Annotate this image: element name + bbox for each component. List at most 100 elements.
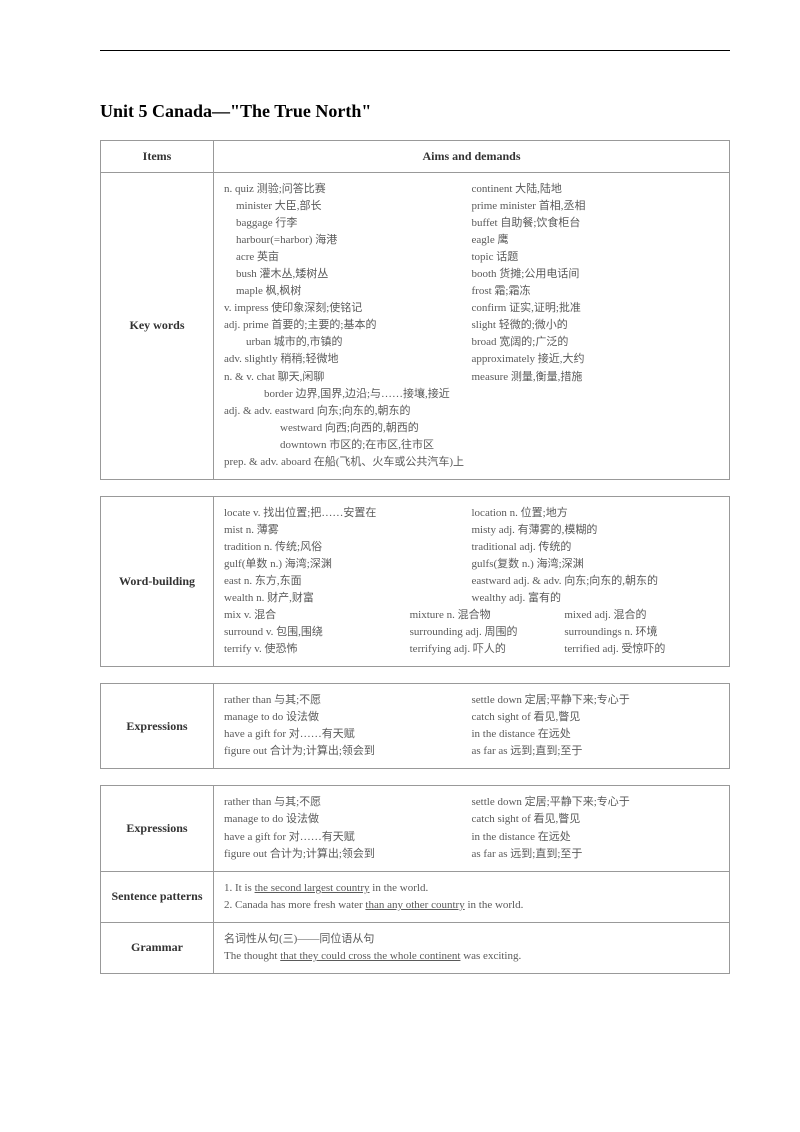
header-items: Items — [101, 141, 214, 173]
sentence-2: 2. Canada has more fresh water than any … — [224, 897, 719, 914]
header-aims: Aims and demands — [214, 141, 730, 173]
exp-line: in the distance 在远处 — [472, 726, 720, 743]
label-sentence-patterns: Sentence patterns — [101, 871, 214, 922]
word-building-table: Word-building locate v. 找出位置;把……安置在locat… — [100, 496, 730, 667]
kw-line: prep. & adv. aboard 在船(飞机、火车或公共汽车)上 — [224, 454, 719, 471]
wb-line: locate v. 找出位置;把……安置在 — [224, 505, 472, 522]
sp-text: in the world. — [465, 899, 524, 911]
sentence-patterns-content: 1. It is the second largest country in t… — [214, 871, 730, 922]
kw-line: acre 英亩 — [224, 249, 472, 266]
wb-line: surround v. 包围,围绕 — [224, 624, 410, 641]
wb-line: traditional adj. 传统的 — [472, 539, 720, 556]
gr-text: was exciting. — [460, 950, 521, 962]
wb-line: mixed adj. 混合的 — [564, 607, 719, 624]
exp-line: figure out 合计为;计算出;领会到 — [224, 846, 472, 863]
expressions-table-1: Expressions rather than 与其;不愿settle down… — [100, 683, 730, 769]
exp-line: in the distance 在远处 — [472, 829, 720, 846]
kw-line: baggage 行李 — [224, 215, 472, 232]
gr-text: The thought — [224, 950, 280, 962]
kw-line: harbour(=harbor) 海港 — [224, 232, 472, 249]
wb-line: terrify v. 使恐怖 — [224, 641, 410, 658]
expressions-content: rather than 与其;不愿settle down 定居;平静下来;专心于… — [214, 684, 730, 769]
wb-line: gulfs(复数 n.) 海湾;深渊 — [472, 556, 720, 573]
wb-line: wealth n. 财产,财富 — [224, 590, 472, 607]
sp-text: 1. It is — [224, 882, 255, 894]
exp-line: rather than 与其;不愿 — [224, 794, 472, 811]
kw-line: n. quiz 测验;问答比赛 — [224, 181, 472, 198]
exp-line: manage to do 设法做 — [224, 811, 472, 828]
wb-line: mixture n. 混合物 — [410, 607, 565, 624]
wb-line: mist n. 薄雾 — [224, 522, 472, 539]
wb-line: wealthy adj. 富有的 — [472, 590, 720, 607]
table-row: Sentence patterns 1. It is the second la… — [101, 871, 730, 922]
kw-line: maple 枫,枫树 — [224, 283, 472, 300]
kw-line: buffet 自助餐;饮食柜台 — [472, 215, 720, 232]
top-rule — [100, 50, 730, 51]
exp-line: have a gift for 对……有天赋 — [224, 829, 472, 846]
label-expressions: Expressions — [101, 684, 214, 769]
table-row: Grammar 名词性从句(三)——同位语从句 The thought that… — [101, 922, 730, 973]
kw-line: downtown 市区的;在市区,往市区 — [224, 437, 719, 454]
sentence-1: 1. It is the second largest country in t… — [224, 880, 719, 897]
exp-line: rather than 与其;不愿 — [224, 692, 472, 709]
unit-title: Unit 5 Canada—"The True North" — [100, 101, 730, 122]
kw-line: n. & v. chat 聊天,闲聊 — [224, 369, 472, 386]
wb-line: misty adj. 有薄雾的,模糊的 — [472, 522, 720, 539]
kw-line: adj. & adv. eastward 向东;向东的,朝东的 — [224, 403, 719, 420]
exp-line: settle down 定居;平静下来;专心于 — [472, 794, 720, 811]
kw-line: minister 大臣,部长 — [224, 198, 472, 215]
wb-line: eastward adj. & adv. 向东;向东的,朝东的 — [472, 573, 720, 590]
kw-line: adv. slightly 稍稍;轻微地 — [224, 351, 472, 368]
exp-line: catch sight of 看见,瞥见 — [472, 709, 720, 726]
key-words-content: n. quiz 测验;问答比赛 minister 大臣,部长 baggage 行… — [214, 173, 730, 480]
wb-line: tradition n. 传统;风俗 — [224, 539, 472, 556]
kw-line: bush 灌木丛,矮树丛 — [224, 266, 472, 283]
table-header-row: Items Aims and demands — [101, 141, 730, 173]
table-row: Expressions rather than 与其;不愿settle down… — [101, 786, 730, 871]
wb-line: location n. 位置;地方 — [472, 505, 720, 522]
grammar-line-1: 名词性从句(三)——同位语从句 — [224, 931, 719, 948]
kw-line: frost 霜;霜冻 — [472, 283, 720, 300]
label-expressions: Expressions — [101, 786, 214, 871]
exp-line: as far as 远到;直到;至于 — [472, 846, 720, 863]
kw-line: booth 货摊;公用电话间 — [472, 266, 720, 283]
kw-line: border 边界,国界,边沿;与……接壤,接近 — [224, 386, 719, 403]
sp-underline: than any other country — [365, 899, 464, 911]
wb-line: gulf(单数 n.) 海湾;深渊 — [224, 556, 472, 573]
exp-line: as far as 远到;直到;至于 — [472, 743, 720, 760]
wb-line: surrounding adj. 周围的 — [410, 624, 565, 641]
wb-line: mix v. 混合 — [224, 607, 410, 624]
page: Unit 5 Canada—"The True North" Items Aim… — [0, 0, 800, 1050]
kw-line: confirm 证实,证明;批准 — [472, 300, 720, 317]
grammar-line-2: The thought that they could cross the wh… — [224, 948, 719, 965]
kw-line: prime minister 首相,丞相 — [472, 198, 720, 215]
kw-line: adj. prime 首要的;主要的;基本的 — [224, 317, 472, 334]
exp-line: have a gift for 对……有天赋 — [224, 726, 472, 743]
kw-line: v. impress 使印象深刻;使铭记 — [224, 300, 472, 317]
sp-text: in the world. — [370, 882, 429, 894]
label-key-words: Key words — [101, 173, 214, 480]
exp-line: catch sight of 看见,瞥见 — [472, 811, 720, 828]
exp-line: manage to do 设法做 — [224, 709, 472, 726]
grammar-content: 名词性从句(三)——同位语从句 The thought that they co… — [214, 922, 730, 973]
kw-line: topic 话题 — [472, 249, 720, 266]
wb-line: surroundings n. 环境 — [564, 624, 719, 641]
exp-line: settle down 定居;平静下来;专心于 — [472, 692, 720, 709]
combined-table: Expressions rather than 与其;不愿settle down… — [100, 785, 730, 973]
table-row: Word-building locate v. 找出位置;把……安置在locat… — [101, 496, 730, 666]
kw-line: westward 向西;向西的,朝西的 — [224, 420, 719, 437]
kw-line: measure 测量,衡量,措施 — [472, 369, 720, 386]
kw-line: broad 宽阔的;广泛的 — [472, 334, 720, 351]
label-grammar: Grammar — [101, 922, 214, 973]
kw-line: approximately 接近,大约 — [472, 351, 720, 368]
expressions-content-2: rather than 与其;不愿settle down 定居;平静下来;专心于… — [214, 786, 730, 871]
word-building-content: locate v. 找出位置;把……安置在location n. 位置;地方 m… — [214, 496, 730, 666]
label-word-building: Word-building — [101, 496, 214, 666]
wb-line: east n. 东方,东面 — [224, 573, 472, 590]
table-row: Key words n. quiz 测验;问答比赛 minister 大臣,部长… — [101, 173, 730, 480]
exp-line: figure out 合计为;计算出;领会到 — [224, 743, 472, 760]
gr-underline: that they could cross the whole continen… — [280, 950, 460, 962]
key-words-table: Items Aims and demands Key words n. quiz… — [100, 140, 730, 480]
wb-line: terrified adj. 受惊吓的 — [564, 641, 719, 658]
wb-line: terrifying adj. 吓人的 — [410, 641, 565, 658]
